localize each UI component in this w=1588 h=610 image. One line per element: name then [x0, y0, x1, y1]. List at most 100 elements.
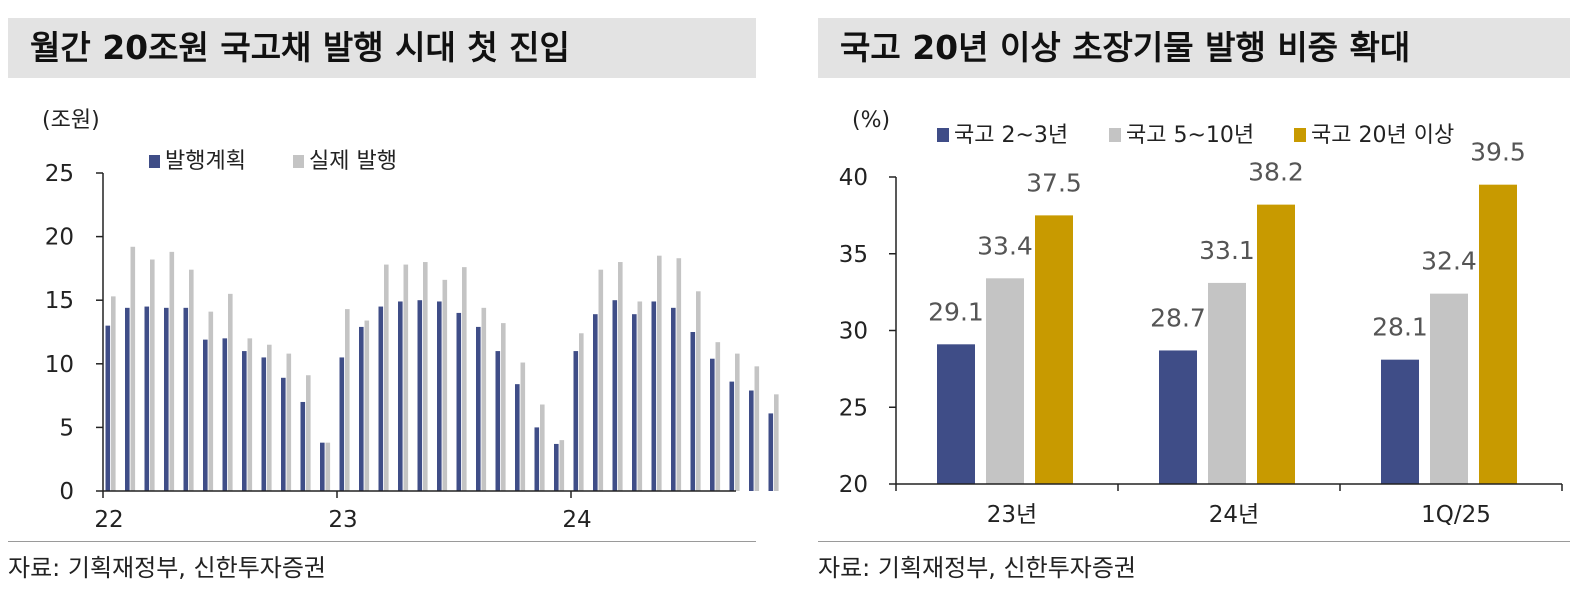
right-y-tick-label: 25 — [839, 395, 868, 421]
left-bar-actual — [520, 362, 526, 491]
left-bar-plan — [164, 307, 169, 491]
right-y-tick-label: 30 — [839, 319, 868, 345]
left-bar-actual — [735, 353, 740, 491]
left-bar-actual — [676, 258, 682, 491]
left-chart-title: 월간 20조원 국고채 발행 시대 첫 진입 — [8, 18, 756, 78]
left-bar-actual — [501, 323, 506, 491]
right-x-tick-label: 1Q/25 — [1421, 502, 1491, 528]
right-data-label: 28.1 — [1372, 313, 1428, 342]
left-bar-actual — [754, 366, 760, 491]
right-bar-mid — [1208, 282, 1246, 484]
left-y-tick-label: 15 — [45, 288, 74, 314]
left-bar-plan — [573, 351, 579, 491]
left-y-tick-label: 5 — [59, 415, 74, 441]
right-data-label: 32.4 — [1421, 247, 1477, 276]
left-bar-actual — [579, 333, 584, 491]
left-bar-actual — [267, 344, 272, 491]
left-y-unit: (조원) — [42, 108, 100, 133]
right-source-divider — [818, 541, 1570, 542]
left-bar-actual — [384, 264, 389, 491]
left-y-tick-label: 0 — [59, 479, 74, 505]
left-source-divider — [8, 541, 756, 542]
right-legend-label: 국고 5~10년 — [1126, 123, 1254, 148]
left-bar-plan — [651, 301, 657, 491]
left-bar-actual — [111, 296, 116, 491]
left-bar-plan — [222, 338, 228, 491]
right-data-label: 38.2 — [1248, 158, 1304, 187]
right-bar-mid — [1430, 293, 1468, 484]
left-bar-plan — [476, 326, 481, 491]
right-y-tick-label: 40 — [839, 165, 868, 191]
left-bar-plan — [144, 306, 150, 491]
left-bar-actual — [618, 262, 623, 491]
right-data-label: 28.7 — [1150, 303, 1206, 332]
left-bar-plan — [632, 314, 637, 491]
left-bar-actual — [637, 301, 643, 491]
left-bar-plan — [183, 307, 189, 491]
left-bar-actual — [657, 255, 662, 491]
right-x-tick-label: 24년 — [1209, 502, 1259, 528]
left-bar-actual — [208, 311, 214, 491]
left-legend-label-actual: 실제 발행 — [309, 149, 397, 174]
right-bar-long — [1035, 215, 1073, 484]
left-legend-swatch-actual — [293, 155, 304, 168]
right-source-note: 자료: 기획재정부, 신한투자증권 — [818, 554, 1137, 582]
right-legend-swatch — [1109, 128, 1121, 142]
monthly-issuance-chart: (조원)051015202522232425발행계획실제 발행 — [42, 108, 779, 533]
left-legend-label-plan: 발행계획 — [165, 149, 246, 174]
left-y-tick-label: 10 — [45, 352, 74, 378]
left-source-note: 자료: 기획재정부, 신한투자증권 — [8, 554, 327, 582]
left-bar-actual — [150, 259, 155, 491]
right-bar-long — [1479, 184, 1517, 485]
right-data-label: 33.1 — [1199, 236, 1255, 265]
right-y-unit: (%) — [852, 108, 890, 133]
left-bar-plan — [378, 306, 384, 491]
left-bar-plan — [515, 384, 520, 491]
left-bar-actual — [462, 267, 467, 491]
left-bar-actual — [559, 440, 565, 491]
left-bar-actual — [481, 307, 487, 491]
left-bar-plan — [281, 377, 286, 491]
left-bar-plan — [339, 357, 345, 491]
left-bar-actual — [345, 309, 350, 491]
right-bar-long — [1257, 204, 1295, 484]
left-bar-actual — [598, 269, 604, 491]
right-data-label: 39.5 — [1470, 138, 1526, 167]
left-bar-plan — [593, 314, 598, 491]
left-bar-plan — [203, 339, 208, 491]
right-x-tick-label: 23년 — [987, 502, 1037, 528]
right-bar-short — [937, 344, 975, 484]
right-data-label: 33.4 — [977, 231, 1033, 260]
left-bar-plan — [437, 301, 442, 491]
left-bar-actual — [696, 291, 701, 491]
left-x-tick-label: 23 — [328, 507, 357, 533]
left-bar-actual — [364, 320, 370, 491]
left-bar-plan — [300, 401, 306, 491]
left-bar-plan — [612, 300, 618, 491]
left-x-tick-label: 24 — [562, 507, 591, 533]
left-legend-swatch-plan — [149, 155, 160, 168]
right-legend-label: 국고 20년 이상 — [1311, 123, 1454, 148]
right-y-tick-label: 35 — [839, 242, 868, 268]
left-bar-plan — [729, 381, 735, 491]
left-bar-plan — [261, 357, 267, 491]
left-bar-plan — [671, 307, 676, 491]
left-bar-plan — [554, 443, 559, 491]
left-bar-actual — [442, 279, 448, 491]
left-bar-plan — [456, 312, 462, 491]
left-bar-actual — [306, 375, 311, 491]
left-bar-plan — [749, 390, 754, 491]
left-bar-actual — [540, 404, 545, 491]
left-bar-actual — [715, 342, 721, 491]
right-legend-label: 국고 2~3년 — [954, 123, 1068, 148]
left-bar-actual — [189, 269, 194, 491]
right-legend-swatch — [937, 128, 949, 142]
left-bar-actual — [423, 262, 428, 491]
left-bar-plan — [359, 326, 364, 491]
long-term-share-chart: (%) 20 25 30 35 40 29.1 33.4 37.5 23년 28.7 33.1 38.2… — [839, 108, 1563, 528]
left-bar-actual — [325, 442, 331, 491]
right-bar-short — [1381, 359, 1419, 484]
left-bar-plan — [105, 325, 111, 491]
left-bar-actual — [286, 353, 292, 491]
left-bar-plan — [125, 307, 130, 491]
